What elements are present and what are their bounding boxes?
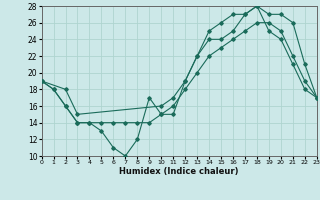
X-axis label: Humidex (Indice chaleur): Humidex (Indice chaleur) xyxy=(119,167,239,176)
